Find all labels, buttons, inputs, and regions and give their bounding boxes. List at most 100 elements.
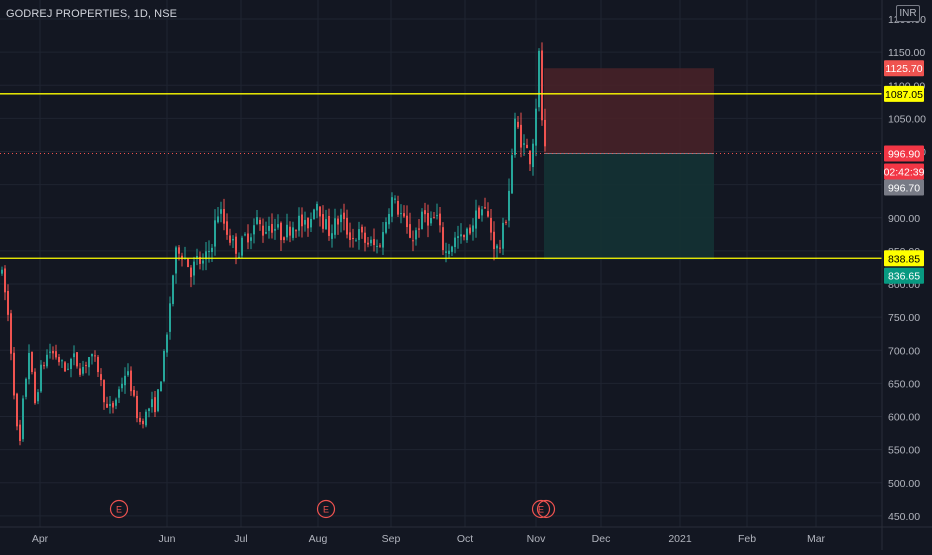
candle-up[interactable] [277, 224, 279, 228]
candle-up[interactable] [304, 219, 306, 225]
candle-up[interactable] [511, 155, 513, 194]
candle-down[interactable] [16, 393, 18, 427]
candle-down[interactable] [229, 235, 231, 243]
candle-up[interactable] [370, 239, 372, 244]
candle-up[interactable] [70, 358, 72, 369]
candle-up[interactable] [340, 214, 342, 223]
candle-up[interactable] [232, 238, 234, 241]
candle-down[interactable] [79, 368, 81, 375]
candle-down[interactable] [13, 352, 15, 396]
candle-up[interactable] [268, 225, 270, 231]
candle-down[interactable] [343, 212, 345, 220]
candle-down[interactable] [10, 313, 12, 354]
candle-up[interactable] [163, 351, 165, 382]
candle-up[interactable] [205, 251, 207, 260]
candle-up[interactable] [253, 225, 255, 235]
candle-up[interactable] [88, 357, 90, 368]
candle-up[interactable] [448, 250, 450, 254]
candle-up[interactable] [535, 108, 537, 146]
candle-down[interactable] [100, 374, 102, 381]
candle-down[interactable] [301, 214, 303, 227]
candle-up[interactable] [445, 251, 447, 253]
candle-down[interactable] [505, 221, 507, 223]
candle-down[interactable] [529, 150, 531, 165]
candle-up[interactable] [238, 256, 240, 258]
candle-up[interactable] [145, 411, 147, 426]
candle-up[interactable] [331, 233, 333, 239]
candle-down[interactable] [34, 371, 36, 404]
candle-down[interactable] [367, 242, 369, 245]
candle-up[interactable] [160, 381, 162, 392]
candle-down[interactable] [526, 144, 528, 149]
candle-up[interactable] [400, 213, 402, 215]
candle-up[interactable] [193, 261, 195, 276]
candle-down[interactable] [349, 232, 351, 240]
candle-down[interactable] [412, 240, 414, 242]
candle-up[interactable] [532, 143, 534, 168]
candle-up[interactable] [508, 190, 510, 221]
earnings-marker[interactable] [531, 499, 551, 519]
candle-down[interactable] [517, 121, 519, 128]
candle-up[interactable] [313, 209, 315, 219]
candle-down[interactable] [424, 210, 426, 215]
candle-up[interactable] [25, 378, 27, 397]
candle-up[interactable] [496, 245, 498, 249]
candle-up[interactable] [73, 353, 75, 358]
candle-down[interactable] [262, 225, 264, 236]
candle-up[interactable] [472, 225, 474, 232]
earnings-marker[interactable] [316, 499, 336, 519]
candle-down[interactable] [31, 351, 33, 372]
candle-up[interactable] [430, 217, 432, 224]
candle-up[interactable] [91, 353, 93, 357]
candle-up[interactable] [454, 237, 456, 248]
candle-up[interactable] [475, 210, 477, 229]
candle-down[interactable] [427, 213, 429, 226]
candle-up[interactable] [82, 366, 84, 374]
candle-down[interactable] [520, 124, 522, 148]
candle-down[interactable] [364, 232, 366, 243]
candle-down[interactable] [178, 247, 180, 254]
candle-down[interactable] [106, 403, 108, 408]
candle-down[interactable] [4, 268, 6, 293]
candle-down[interactable] [442, 227, 444, 251]
candle-up[interactable] [61, 360, 63, 362]
candle-down[interactable] [58, 356, 60, 363]
candle-up[interactable] [376, 245, 378, 247]
candle-down[interactable] [283, 237, 285, 241]
candle-down[interactable] [55, 351, 57, 358]
candle-down[interactable] [493, 231, 495, 250]
candle-down[interactable] [490, 217, 492, 233]
candle-down[interactable] [154, 397, 156, 413]
candle-down[interactable] [328, 216, 330, 236]
candle-up[interactable] [538, 50, 540, 108]
candle-down[interactable] [487, 211, 489, 217]
candle-up[interactable] [49, 351, 51, 353]
candle-down[interactable] [226, 221, 228, 235]
candle-up[interactable] [481, 209, 483, 216]
candle-down[interactable] [199, 256, 201, 264]
candle-down[interactable] [259, 219, 261, 225]
candle-down[interactable] [499, 247, 501, 249]
candle-up[interactable] [310, 218, 312, 228]
candle-up[interactable] [40, 364, 42, 392]
candle-up[interactable] [385, 222, 387, 233]
candle-up[interactable] [523, 143, 525, 145]
candle-down[interactable] [133, 389, 135, 396]
candle-down[interactable] [247, 233, 249, 243]
candle-down[interactable] [64, 362, 66, 372]
candle-down[interactable] [97, 356, 99, 373]
candle-up[interactable] [256, 217, 258, 224]
candle-down[interactable] [76, 352, 78, 367]
candle-up[interactable] [382, 232, 384, 248]
candle-up[interactable] [355, 240, 357, 242]
candle-down[interactable] [181, 255, 183, 260]
candle-up[interactable] [196, 256, 198, 259]
candle-up[interactable] [316, 203, 318, 211]
candle-up[interactable] [118, 389, 120, 398]
candle-down[interactable] [403, 213, 405, 217]
candle-up[interactable] [37, 392, 39, 402]
candle-up[interactable] [388, 213, 390, 225]
candle-down[interactable] [463, 234, 465, 238]
candle-down[interactable] [103, 380, 105, 403]
